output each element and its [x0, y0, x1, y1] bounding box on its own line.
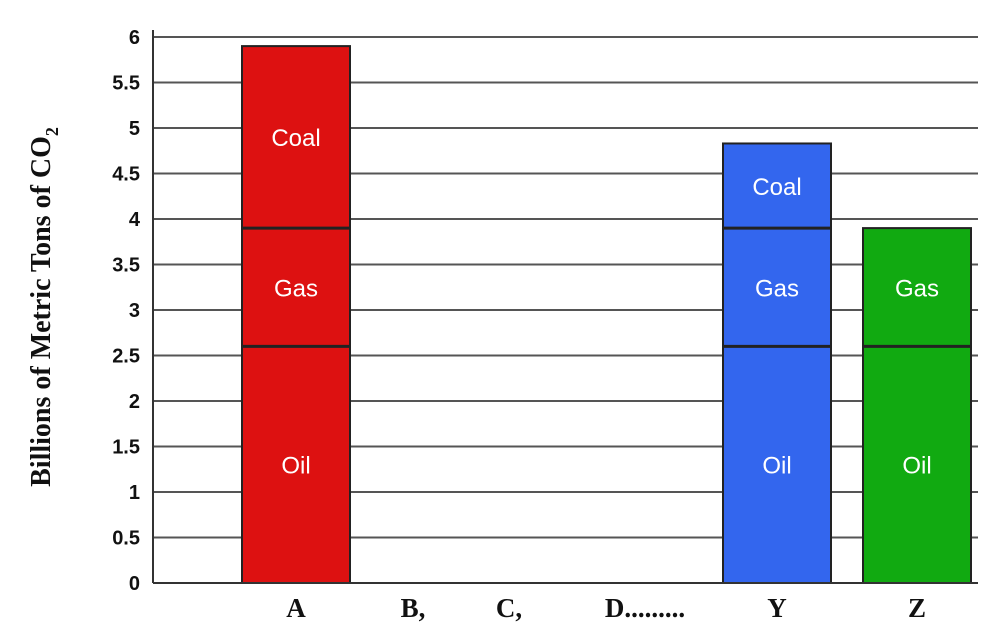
bar-segment-coal [723, 143, 831, 229]
bar-segment-gas [242, 228, 350, 347]
y-axis-label: Billions of Metric Tons of CO2 [26, 127, 62, 487]
bar-segment-gas [723, 228, 831, 347]
y-tick-label: 4 [129, 209, 141, 231]
y-tick-label: 3 [129, 300, 140, 322]
bars: Oil Gas Coal Oil Gas Coal Oil Gas [241, 45, 972, 585]
x-tick-labels: A B, C, D......... Y Z [286, 593, 926, 623]
x-tick-label: C, [496, 593, 522, 623]
segment-label: Gas [274, 275, 318, 302]
y-tick-label: 2 [129, 391, 140, 413]
segment-label: Gas [755, 275, 799, 302]
bar-segment-oil [863, 346, 971, 583]
segment-label: Oil [762, 453, 791, 480]
y-tick-label: 4.5 [112, 164, 140, 186]
segment-label: Oil [902, 453, 931, 480]
y-tick-label: 1.5 [112, 437, 140, 459]
y-axis-label-main: Billions of Metric Tons of CO [26, 136, 57, 487]
y-tick-label: 2.5 [112, 346, 140, 368]
y-tick-label: 6 [129, 27, 140, 49]
x-tick-label: Z [908, 593, 926, 623]
x-tick-label: A [286, 593, 306, 623]
y-tick-labels: 0 0.5 1 1.5 2 2.5 3 3.5 4 4.5 5 5.5 6 [112, 27, 141, 595]
y-tick-label: 3.5 [112, 255, 140, 277]
y-tick-label: 1 [129, 482, 140, 504]
bar-segment-coal [242, 46, 350, 229]
bar-segment-gas [863, 228, 971, 347]
y-axis-label-subscript: 2 [42, 127, 62, 136]
x-tick-label: B, [401, 593, 426, 623]
segment-label: Coal [752, 174, 801, 201]
y-tick-label: 0 [129, 573, 140, 595]
segment-label: Coal [271, 125, 320, 152]
x-tick-label: Y [767, 593, 787, 623]
y-tick-label: 0.5 [112, 528, 140, 550]
segment-label: Oil [281, 453, 310, 480]
segment-label: Gas [895, 275, 939, 302]
bar-segment-oil [723, 346, 831, 583]
y-tick-label: 5.5 [112, 73, 140, 95]
y-tick-label: 5 [129, 118, 140, 140]
bar-segment-oil [242, 346, 350, 583]
x-tick-label: D......... [605, 593, 685, 623]
